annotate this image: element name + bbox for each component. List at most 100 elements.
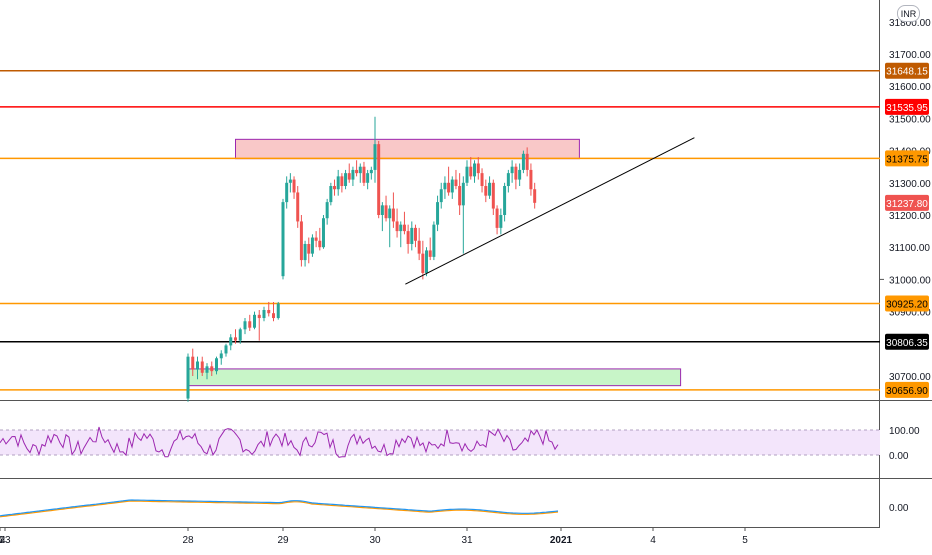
candle-body (186, 356, 190, 399)
price-badge (885, 150, 929, 167)
candle-body (253, 314, 256, 328)
candle-body (391, 208, 395, 222)
time-tick-label: 30 (369, 535, 381, 546)
macd-signal-line (0, 500, 559, 518)
currency-badge[interactable]: INR (897, 5, 920, 22)
candle-body (200, 361, 204, 373)
candle-body (314, 237, 318, 241)
candle-body (473, 163, 477, 177)
price-badge (885, 381, 929, 398)
candle-body (292, 179, 296, 193)
candle-body (395, 221, 399, 232)
price-tick-label: 31300.00 (889, 179, 931, 190)
candle-body (369, 169, 373, 174)
candle-body (366, 173, 370, 183)
candle-body (465, 166, 469, 183)
candle-body (340, 176, 344, 187)
candle-body (362, 166, 366, 183)
time-tick-label: 2021 (550, 535, 573, 546)
candle-body (421, 253, 425, 273)
time-tick-label: 6 (0, 535, 3, 546)
candle-body (480, 173, 484, 187)
price-tick-label: 30700.00 (889, 372, 931, 383)
time-tick-label: 29 (277, 535, 289, 546)
zones-layer (187, 138, 682, 387)
candle-body (351, 169, 355, 180)
candle-body (533, 189, 537, 203)
candle-body (432, 224, 436, 257)
candle-body (288, 179, 292, 183)
candle-body (388, 208, 392, 219)
candle-body (299, 221, 303, 261)
candle-body (333, 186, 337, 190)
candle-body (525, 153, 529, 170)
candle-body (506, 173, 510, 187)
candle-body (267, 309, 271, 314)
macd-line (0, 499, 559, 517)
time-tick-label: 24 (0, 535, 6, 546)
candle-body (234, 337, 237, 341)
candle-body (377, 144, 381, 215)
candle-body (417, 240, 421, 254)
candle-body (248, 321, 252, 328)
candle-body (413, 227, 417, 241)
rsi-line (0, 426, 559, 458)
time-tick-label: 31 (461, 535, 473, 546)
price-badge-label: 31648.15 (886, 67, 928, 78)
price-badge (885, 194, 929, 211)
candle-body (521, 153, 525, 170)
demand-zone (187, 368, 682, 387)
candle-body (238, 329, 242, 341)
price-tick-label: 30900.00 (889, 308, 931, 319)
candle-body (285, 182, 289, 203)
candle-body (476, 163, 480, 174)
price-tick-label: 31000.00 (889, 275, 931, 286)
candle-body (399, 224, 403, 232)
candle-body (257, 314, 261, 319)
candle-body (406, 231, 410, 244)
candle-body (439, 189, 443, 203)
candle-body (303, 243, 307, 261)
candle-body (243, 321, 247, 330)
candle-body (443, 182, 447, 190)
candle-body (272, 313, 275, 319)
rsi-layer (0, 426, 880, 458)
candle-body (461, 182, 465, 206)
price-badge (885, 333, 929, 350)
price-badge-label: 30656.90 (886, 386, 928, 397)
candle-body (450, 179, 454, 193)
candle-body (276, 303, 280, 319)
rsi-tick-label: 0.00 (889, 451, 909, 462)
rsi-tick-label: 100.00 (889, 426, 920, 437)
price-tick-label: 31200.00 (889, 211, 931, 222)
price-badge-label: 31375.75 (886, 154, 928, 165)
candle-body (321, 218, 325, 248)
macd-layer (0, 499, 559, 518)
price-badge (885, 98, 929, 115)
candle-body (358, 166, 362, 174)
candle-body (191, 356, 195, 370)
levels-layer (0, 69, 880, 391)
candle-body (262, 309, 266, 319)
candle-body (447, 182, 451, 193)
candle-body (215, 358, 218, 372)
price-badge-label: 30806.35 (886, 338, 928, 349)
candle-body (224, 345, 228, 354)
candle-body (488, 182, 492, 196)
candle-body (229, 337, 233, 346)
candle-body (296, 192, 300, 222)
candle-body (425, 250, 429, 273)
candle-body (373, 144, 377, 170)
candle-body (336, 176, 340, 190)
rsi-band (0, 430, 880, 455)
candle-body (458, 186, 462, 206)
candle-body (347, 173, 351, 180)
time-axis[interactable]: 2324 28 29 30 31 2021 4 5 6 (0, 527, 748, 546)
time-tick-label: 4 (650, 535, 656, 546)
time-tick-label: 28 (182, 535, 194, 546)
price-badge (885, 295, 929, 312)
candle-body (503, 186, 507, 215)
price-badge-label: 31237.80 (886, 199, 928, 210)
